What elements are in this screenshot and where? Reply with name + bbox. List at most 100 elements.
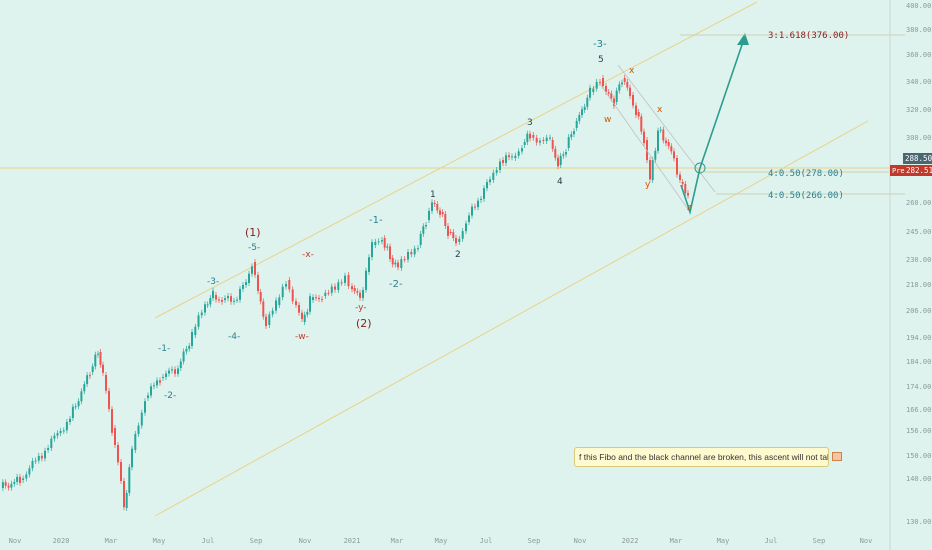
candle-body [278, 297, 281, 305]
candle-body [532, 135, 535, 138]
y-tick-label: 400.00 [906, 2, 931, 10]
candle-body [206, 304, 209, 306]
candle-body [458, 238, 461, 242]
candles [1, 75, 689, 511]
candle-body [502, 160, 504, 164]
y-tick-label: 184.00 [906, 358, 931, 366]
candle-body [74, 406, 77, 408]
candle-body [511, 156, 513, 158]
candle-body [248, 273, 250, 283]
candle-body [489, 179, 491, 183]
candle-body [551, 140, 554, 149]
y-axis: 288.50 Pre 282.51 400.00 380.00 360.00 340.… [889, 0, 932, 550]
candle-body [99, 352, 102, 365]
candle-body [679, 174, 681, 180]
candle-body [581, 109, 583, 115]
candle-body [413, 248, 416, 255]
candle-body [403, 259, 406, 261]
candle-body [315, 297, 317, 299]
wave-label: -3- [207, 277, 219, 287]
candle-body [80, 391, 83, 402]
candle-body [22, 478, 25, 480]
candle-body [327, 292, 330, 294]
candle-body [602, 78, 604, 86]
candle-body [618, 84, 621, 91]
candle-body [433, 203, 436, 204]
candle-body [34, 460, 37, 462]
candle-body [474, 206, 476, 208]
candle-body [83, 384, 86, 392]
candle-body [301, 312, 303, 319]
candle-body [557, 157, 559, 167]
projection-path [680, 33, 749, 215]
candle-body [144, 401, 146, 413]
candle-body [344, 275, 346, 283]
candle-body [535, 137, 538, 143]
wave-label: -w- [295, 332, 309, 342]
candle-body [613, 98, 615, 106]
candle-body [573, 131, 575, 135]
candle-body [285, 284, 287, 287]
wave-label: 4 [557, 177, 563, 187]
candle-body [419, 233, 422, 245]
wave-label: -1- [158, 344, 170, 354]
candle-body [646, 140, 648, 161]
candle-body [200, 312, 203, 316]
candle-body [156, 380, 158, 386]
wave-label: y [645, 180, 651, 190]
candle-body [94, 354, 97, 367]
x-tick-label: Nov [860, 537, 873, 545]
fib-label-376: 3:1.618(376.00) [768, 31, 849, 41]
wave-label: 1 [430, 190, 436, 200]
candle-body [483, 188, 485, 199]
y-tick-label: 300.00 [906, 134, 931, 142]
candle-body [347, 275, 350, 287]
candle-body [651, 159, 654, 180]
candle-body [212, 290, 214, 299]
candle-body [549, 137, 551, 139]
wave-label: -5- [248, 243, 260, 253]
candle-body [667, 142, 670, 147]
candle-body [330, 286, 333, 293]
candle-body [431, 202, 433, 211]
candle-body [495, 170, 498, 173]
y-tick-label: 245.00 [906, 228, 931, 236]
candle-body [47, 448, 50, 450]
candle-body [298, 305, 300, 313]
note-icon [832, 452, 842, 461]
candle-body [635, 105, 637, 115]
candle-body [592, 88, 595, 92]
candle-body [221, 300, 223, 302]
candle-body [523, 142, 526, 145]
candle-body [514, 155, 517, 158]
candle-body [209, 298, 212, 305]
candle-body [31, 461, 34, 469]
candle-body [281, 286, 284, 298]
candle-body [53, 435, 56, 439]
candle-body [16, 476, 19, 482]
price-label-box [903, 153, 932, 164]
candle-body [444, 214, 447, 226]
x-tick-label: Jul [480, 537, 493, 545]
x-tick-label: Mar [391, 537, 404, 545]
candle-body [19, 476, 21, 483]
candle-body [171, 369, 173, 371]
candle-body [583, 106, 586, 110]
candle-body [562, 154, 565, 156]
candle-body [673, 151, 675, 159]
fib-lines: 3:1.618(376.00) 4:0.50(278.00) 4:0.50(26… [680, 31, 905, 201]
candle-body [191, 332, 193, 346]
candle-body [637, 112, 640, 117]
candle-body [465, 223, 467, 232]
wave-label: w [604, 115, 611, 125]
candle-body [50, 438, 53, 448]
candle-body [230, 296, 232, 302]
y-tick-label: 380.00 [906, 26, 931, 34]
candle-body [567, 137, 570, 148]
x-tick-label: Nov [9, 537, 22, 545]
x-tick-label: Jul [202, 537, 215, 545]
candle-body [417, 248, 419, 250]
wave-label: 3 [527, 118, 533, 128]
candle-body [397, 262, 399, 268]
